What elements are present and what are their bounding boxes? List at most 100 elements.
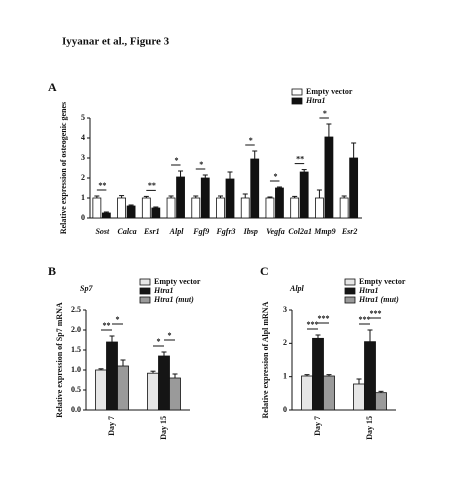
significance-label: * bbox=[116, 315, 120, 324]
bar bbox=[250, 158, 260, 219]
legend-swatch bbox=[291, 97, 303, 105]
bar bbox=[92, 197, 102, 219]
bar bbox=[117, 365, 129, 411]
bar bbox=[166, 197, 176, 219]
x-tick-label: Fgfr3 bbox=[215, 227, 235, 236]
x-tick-label: Day 7 bbox=[313, 416, 322, 436]
legend-label: Empty vector bbox=[306, 87, 353, 96]
legend-swatch bbox=[139, 278, 151, 286]
legend-label: Htra1 (mut) bbox=[358, 295, 399, 304]
y-axis-label: Relative expression of Alpl mRNA bbox=[261, 301, 270, 418]
bar bbox=[176, 176, 185, 219]
bar bbox=[323, 375, 335, 411]
bar bbox=[299, 171, 309, 219]
legend-swatch bbox=[344, 278, 356, 286]
panel-label: B bbox=[48, 264, 56, 278]
significance-label: * bbox=[175, 156, 179, 165]
panel-title: Sp7 bbox=[80, 284, 93, 293]
significance-label: *** bbox=[307, 320, 319, 329]
x-tick-label: Col2a1 bbox=[288, 227, 312, 236]
y-tick-label: 5 bbox=[81, 113, 85, 122]
legend-label: Htra1 bbox=[305, 96, 326, 105]
legend-label: Htra1 (mut) bbox=[153, 295, 194, 304]
y-tick-label: 1 bbox=[283, 371, 287, 380]
bar bbox=[312, 337, 324, 411]
bar bbox=[191, 197, 201, 219]
x-tick-label: Ibsp bbox=[243, 227, 258, 236]
y-tick-label: 1.0 bbox=[71, 365, 81, 374]
bar bbox=[275, 187, 284, 219]
legend-label: Htra1 bbox=[153, 286, 174, 295]
significance-label: *** bbox=[359, 315, 371, 324]
x-tick-label: Day 7 bbox=[107, 416, 116, 436]
legend-label: Empty vector bbox=[154, 277, 201, 286]
y-tick-label: 1.5 bbox=[71, 345, 81, 354]
y-axis-label: Relative expression of osteogenic genes bbox=[59, 102, 68, 234]
significance-label: * bbox=[273, 172, 277, 181]
panel-title: Alpl bbox=[289, 284, 305, 293]
legend-swatch bbox=[139, 287, 151, 295]
legend-swatch bbox=[344, 296, 356, 304]
significance-label: ** bbox=[296, 154, 304, 163]
significance-label: *** bbox=[318, 314, 330, 323]
bar bbox=[158, 355, 170, 411]
bar bbox=[324, 136, 334, 219]
x-tick-label: Esr1 bbox=[143, 227, 160, 236]
y-tick-label: 0 bbox=[81, 213, 85, 222]
bar bbox=[169, 377, 181, 411]
legend-swatch bbox=[344, 287, 356, 295]
y-tick-label: 2 bbox=[283, 338, 287, 347]
significance-label: * bbox=[157, 337, 161, 346]
legend-swatch bbox=[139, 296, 151, 304]
y-tick-label: 3 bbox=[283, 305, 287, 314]
significance-label: * bbox=[168, 331, 172, 340]
bar bbox=[225, 178, 235, 219]
bar bbox=[141, 197, 151, 219]
y-tick-label: 3 bbox=[81, 153, 85, 162]
bar bbox=[301, 375, 313, 411]
bar bbox=[106, 341, 118, 411]
significance-label: ** bbox=[148, 181, 156, 190]
bar bbox=[147, 372, 159, 411]
x-tick-label: Calca bbox=[118, 227, 137, 236]
legend-label: Htra1 bbox=[358, 286, 379, 295]
significance-label: ** bbox=[103, 321, 111, 330]
bar bbox=[353, 383, 365, 411]
panel-label: C bbox=[260, 264, 269, 278]
bar bbox=[265, 197, 275, 219]
x-tick-label: Fgf9 bbox=[192, 227, 209, 236]
legend-label: Empty vector bbox=[359, 277, 406, 286]
significance-label: * bbox=[199, 160, 203, 169]
y-tick-label: 0 bbox=[283, 405, 287, 414]
bar bbox=[216, 197, 225, 219]
bar bbox=[95, 369, 107, 411]
x-tick-label: Day 15 bbox=[159, 416, 168, 440]
bar bbox=[290, 197, 300, 219]
bar bbox=[240, 197, 250, 219]
x-tick-label: Esr2 bbox=[341, 227, 358, 236]
y-tick-label: 0.5 bbox=[71, 385, 81, 394]
figure-title: Iyyanar et al., Figure 3 bbox=[62, 36, 170, 48]
bar bbox=[375, 392, 387, 411]
bar bbox=[339, 197, 349, 219]
significance-label: *** bbox=[370, 309, 382, 318]
significance-label: * bbox=[249, 136, 253, 145]
x-tick-label: Vegfa bbox=[266, 227, 285, 236]
bar bbox=[315, 197, 324, 219]
y-tick-label: 4 bbox=[81, 133, 85, 142]
significance-label: * bbox=[323, 109, 327, 118]
legend-swatch bbox=[291, 88, 303, 96]
bar bbox=[126, 205, 136, 219]
bar bbox=[200, 177, 210, 219]
bar bbox=[364, 341, 376, 411]
y-axis-label: Relative expression of Sp7 mRNA bbox=[55, 302, 64, 418]
y-tick-label: 2 bbox=[81, 173, 85, 182]
bar bbox=[101, 212, 111, 219]
y-tick-label: 1 bbox=[81, 193, 85, 202]
bar bbox=[349, 157, 359, 219]
y-tick-label: 2.0 bbox=[71, 325, 81, 334]
x-tick-label: Day 15 bbox=[365, 416, 374, 440]
panel-label: A bbox=[48, 80, 57, 94]
y-tick-label: 2.5 bbox=[71, 305, 81, 314]
